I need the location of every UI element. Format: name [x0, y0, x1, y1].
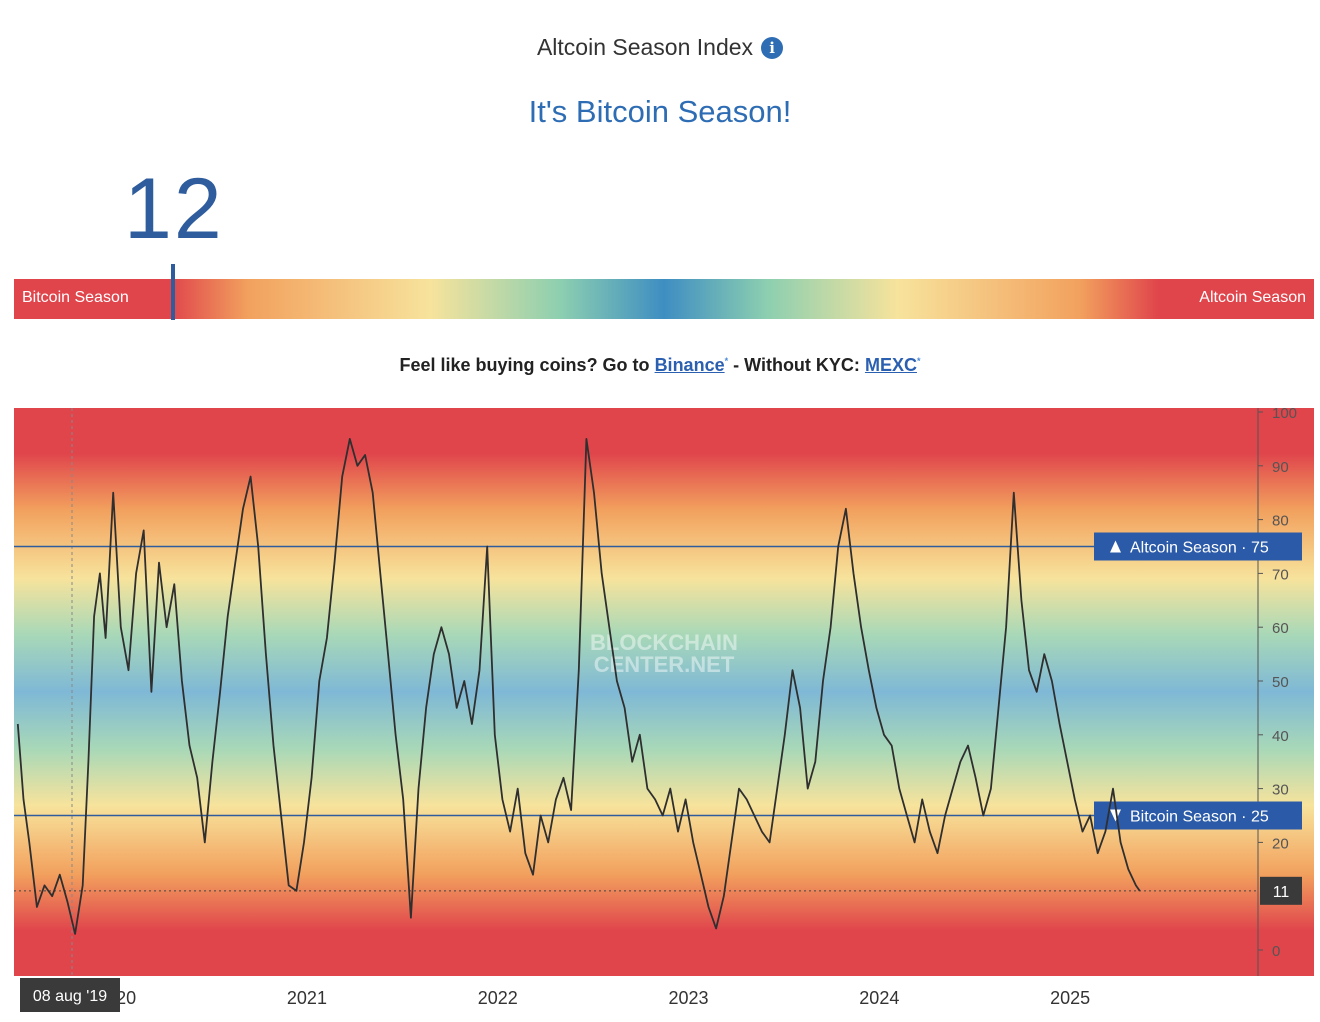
- index-title-text: Altcoin Season Index: [536, 34, 754, 60]
- info-icon[interactable]: i: [761, 37, 784, 59]
- x-tick-label: 2022: [478, 988, 518, 1008]
- index-value: 12: [124, 161, 224, 257]
- x-tick-label: 2023: [669, 988, 709, 1008]
- season-gauge-bar: Bitcoin Season Altcoin Season: [14, 279, 1314, 319]
- promo-line: Feel like buying coins? Go to Binance* -…: [0, 355, 1320, 376]
- y-tick-label: 40: [1272, 728, 1289, 745]
- current-value-badge: [1260, 876, 1302, 905]
- y-tick-label: 90: [1272, 459, 1289, 476]
- down-triangle-icon: [1110, 809, 1121, 822]
- index-series-line: [16, 438, 1141, 935]
- promo-prefix: Feel like buying coins? Go to: [399, 355, 650, 375]
- threshold-badge: [1094, 532, 1302, 561]
- promo-separator: - Without KYC:: [733, 355, 860, 375]
- threshold-badge: [1094, 801, 1302, 830]
- y-tick-label: 30: [1272, 782, 1289, 799]
- up-triangle-icon: [1110, 540, 1121, 553]
- x-tick-label: 2024: [859, 988, 899, 1008]
- gauge-marker: [171, 264, 175, 320]
- threshold-label: Bitcoin Season · 25: [1130, 809, 1269, 826]
- binance-link-mark: *: [724, 356, 729, 366]
- watermark-line-1: BLOCKCHAIN: [590, 630, 738, 655]
- x-tick-label: 2025: [1050, 988, 1090, 1008]
- mexc-link-mark: *: [916, 356, 921, 366]
- y-tick-label: 80: [1272, 513, 1289, 530]
- gauge-label-altcoin-season: Altcoin Season: [1199, 289, 1306, 306]
- crosshair-date-badge: [20, 978, 120, 1012]
- watermark-line-2: CENTER.NET: [594, 652, 735, 677]
- y-tick-label: 50: [1272, 674, 1289, 691]
- y-tick-label: 70: [1272, 566, 1289, 583]
- current-value-label: 11: [1273, 884, 1290, 901]
- binance-link[interactable]: Binance: [654, 355, 725, 375]
- y-tick-label: 100: [1272, 405, 1297, 422]
- season-headline: It's Bitcoin Season!: [528, 94, 792, 129]
- gauge-label-bitcoin-season: Bitcoin Season: [22, 289, 129, 306]
- threshold-label: Altcoin Season · 75: [1130, 540, 1269, 557]
- mexc-link[interactable]: MEXC: [864, 355, 917, 375]
- crosshair-date-label: 08 aug '19: [33, 988, 107, 1005]
- index-title: Altcoin Season Index i: [0, 34, 1320, 61]
- chart-background: [14, 408, 1314, 976]
- y-tick-label: 20: [1272, 835, 1289, 852]
- y-tick-label: 60: [1272, 620, 1289, 637]
- x-tick-label: 2021: [287, 988, 327, 1008]
- y-tick-label: 0: [1272, 943, 1280, 960]
